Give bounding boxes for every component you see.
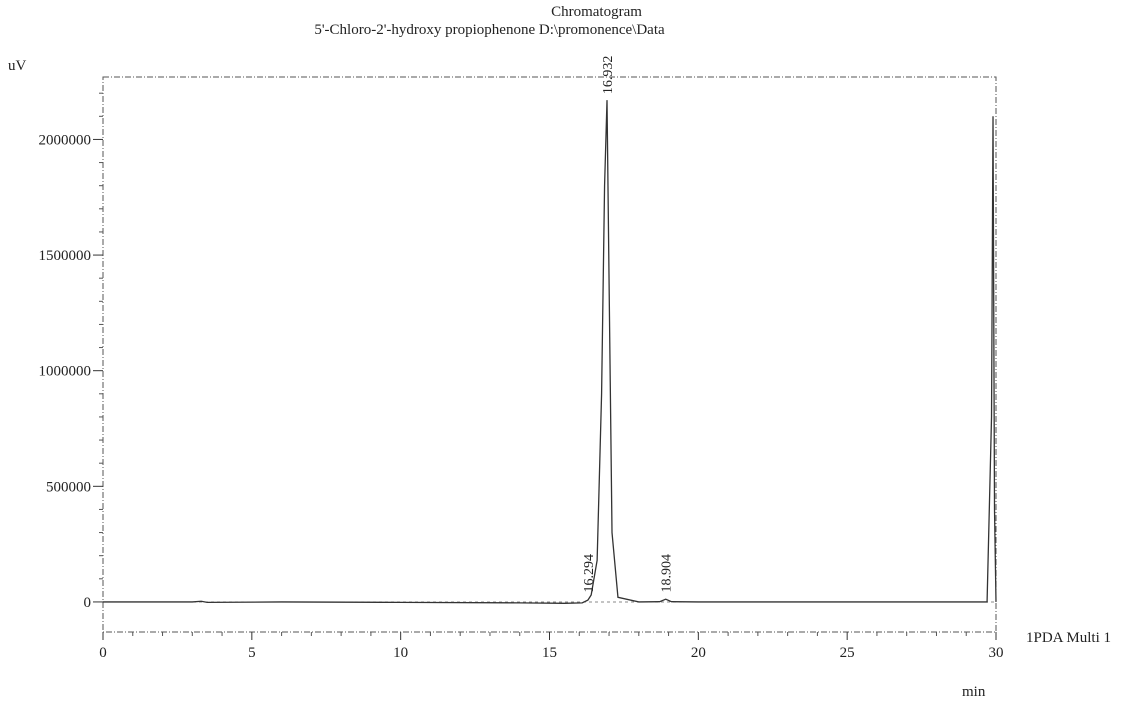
x-tick-label: 25 (840, 645, 855, 661)
chart-subtitle: 5'-Chloro-2'-hydroxy propiophenone D:\pr… (314, 22, 665, 38)
peak-label: 16.932 (601, 56, 616, 95)
y-tick-label: 1000000 (39, 364, 92, 380)
y-tick-label: 0 (84, 595, 92, 611)
y-tick-label: 2000000 (39, 132, 92, 148)
x-axis-label: min (962, 684, 986, 700)
x-tick-label: 15 (542, 645, 557, 661)
peak-label: 18.904 (660, 554, 675, 593)
y-tick-label: 1500000 (39, 248, 92, 264)
legend-series-name: 1PDA Multi 1 (1026, 630, 1112, 646)
chromatogram-trace (103, 100, 997, 604)
x-tick-label: 10 (393, 645, 408, 661)
y-tick-label: 500000 (46, 479, 91, 495)
plot-frame (102, 76, 997, 633)
x-tick-label: 20 (691, 645, 706, 661)
peak-label: 16.294 (582, 554, 597, 593)
x-tick-label: 0 (99, 645, 107, 661)
x-tick-label: 30 (989, 645, 1004, 661)
x-tick-label: 5 (248, 645, 256, 661)
y-axis-label: uV (8, 58, 27, 74)
chart-title: Chromatogram (551, 4, 642, 20)
